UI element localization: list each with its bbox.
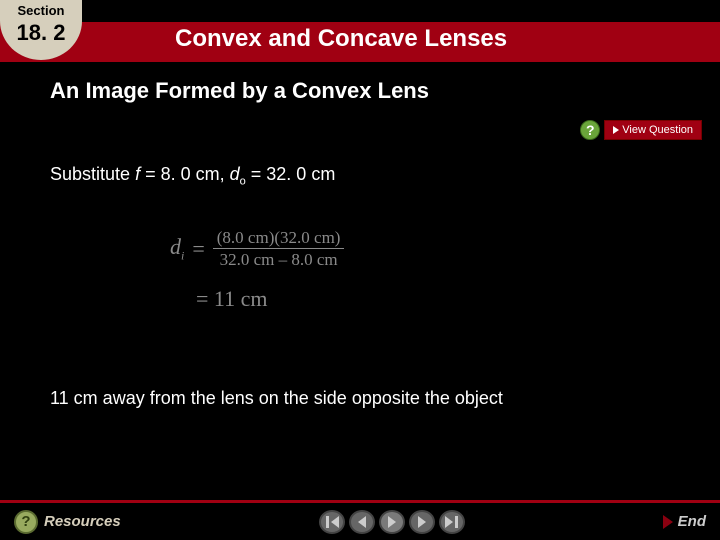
chapter-title: Convex and Concave Lenses: [175, 25, 507, 53]
view-question-label-box: View Question: [604, 120, 702, 140]
help-icon[interactable]: ?: [14, 510, 38, 534]
formula-block: di = (8.0 cm)(32.0 cm) 32.0 cm – 8.0 cm: [170, 228, 690, 270]
substitute-prefix: Substitute: [50, 164, 135, 184]
section-number: 18. 2: [17, 20, 66, 46]
answer-line: = 11 cm: [196, 286, 690, 312]
end-label: End: [678, 513, 706, 530]
end-triangle-icon: [663, 515, 673, 529]
page-heading: An Image Formed by a Convex Lens: [50, 78, 690, 104]
conclusion-text: 11 cm away from the lens on the side opp…: [50, 388, 503, 409]
nav-play-button[interactable]: [379, 510, 405, 534]
view-question-text: View Question: [622, 124, 693, 136]
nav-first-button[interactable]: [319, 510, 345, 534]
answer-text: = 11 cm: [196, 286, 267, 312]
lhs-variable: di: [170, 234, 184, 263]
content-area: An Image Formed by a Convex Lens Substit…: [50, 78, 690, 312]
resources-link[interactable]: Resources: [44, 513, 121, 530]
f-value: = 8. 0 cm,: [140, 164, 230, 184]
footer-right-group[interactable]: End: [663, 513, 706, 530]
slide-header: Section 18. 2 Convex and Concave Lenses: [0, 0, 720, 62]
variable-d: d: [230, 164, 240, 184]
slide-footer: ? Resources End: [0, 500, 720, 540]
nav-next-button[interactable]: [409, 510, 435, 534]
play-triangle-icon: [613, 126, 619, 134]
numerator: (8.0 cm)(32.0 cm): [213, 228, 345, 250]
substitute-line: Substitute f = 8. 0 cm, do = 32. 0 cm: [50, 164, 690, 188]
denominator: 32.0 cm – 8.0 cm: [220, 249, 338, 270]
formula-row: di = (8.0 cm)(32.0 cm) 32.0 cm – 8.0 cm: [170, 228, 690, 270]
nav-last-button[interactable]: [439, 510, 465, 534]
nav-prev-button[interactable]: [349, 510, 375, 534]
footer-left-group: ? Resources: [14, 510, 121, 534]
footer-nav-group: [319, 510, 465, 534]
fraction: (8.0 cm)(32.0 cm) 32.0 cm – 8.0 cm: [213, 228, 345, 270]
view-question-button[interactable]: ? View Question: [580, 120, 702, 140]
d-value: = 32. 0 cm: [246, 164, 336, 184]
question-mark-icon: ?: [580, 120, 600, 140]
equals-sign: =: [192, 236, 204, 262]
section-label: Section: [18, 3, 65, 18]
